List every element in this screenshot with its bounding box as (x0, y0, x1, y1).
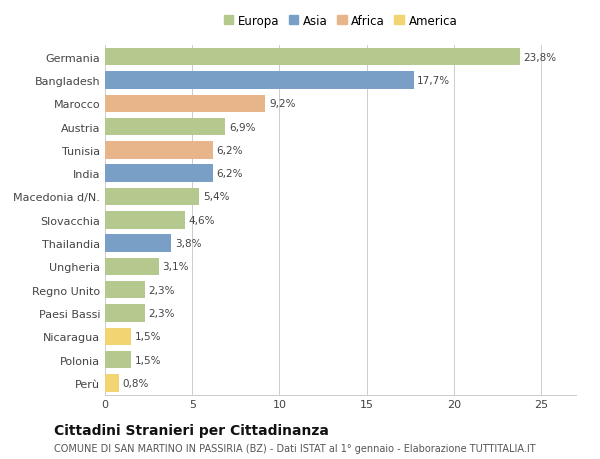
Bar (105, 375, 119, 392)
Text: 17,7%: 17,7% (417, 76, 451, 86)
Text: 6,2%: 6,2% (217, 146, 243, 156)
Text: 9,2%: 9,2% (269, 99, 295, 109)
Text: 1,5%: 1,5% (134, 331, 161, 341)
Bar (105, 305, 145, 322)
Text: 23,8%: 23,8% (524, 52, 557, 62)
Bar (105, 328, 131, 345)
Bar (105, 142, 213, 159)
Bar (105, 165, 213, 183)
Bar (105, 49, 520, 66)
Text: 3,8%: 3,8% (175, 239, 201, 249)
Text: 3,1%: 3,1% (163, 262, 189, 272)
Legend: Europa, Asia, Africa, America: Europa, Asia, Africa, America (219, 10, 462, 32)
Bar (105, 351, 131, 369)
Text: 6,2%: 6,2% (217, 169, 243, 179)
Bar (105, 235, 171, 252)
Bar (105, 118, 226, 136)
Text: 1,5%: 1,5% (134, 355, 161, 365)
Text: 2,3%: 2,3% (149, 285, 175, 295)
Text: 2,3%: 2,3% (149, 308, 175, 319)
Text: 0,8%: 0,8% (122, 378, 149, 388)
Text: 4,6%: 4,6% (189, 215, 215, 225)
Bar (105, 188, 199, 206)
Bar (105, 72, 414, 90)
Bar (105, 258, 159, 275)
Text: 5,4%: 5,4% (203, 192, 229, 202)
Text: 6,9%: 6,9% (229, 122, 256, 132)
Bar (105, 281, 145, 299)
Bar (105, 212, 185, 229)
Text: COMUNE DI SAN MARTINO IN PASSIRIA (BZ) - Dati ISTAT al 1° gennaio - Elaborazione: COMUNE DI SAN MARTINO IN PASSIRIA (BZ) -… (54, 443, 536, 453)
Bar (105, 95, 265, 113)
Text: Cittadini Stranieri per Cittadinanza: Cittadini Stranieri per Cittadinanza (54, 423, 329, 437)
